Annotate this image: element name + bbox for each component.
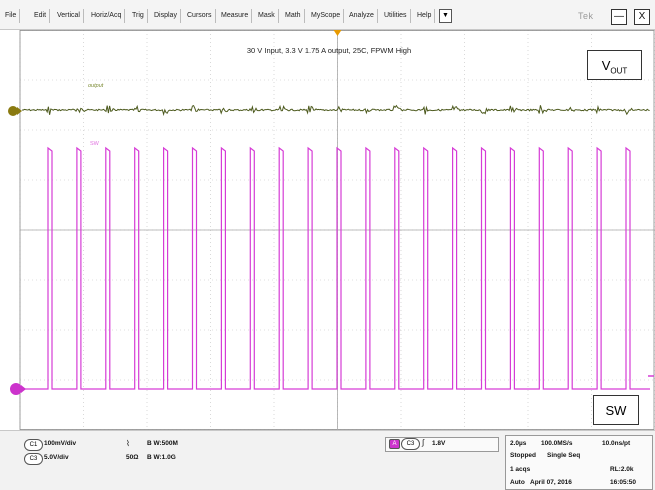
ch3-badge[interactable]: C3 <box>24 453 43 465</box>
ch3-waveform <box>22 146 650 390</box>
ch3-impedance: 50Ω <box>126 454 139 461</box>
acquisition-mode: Single Seq <box>547 452 581 459</box>
status-panel: C1 100mV/div ⌇ B W:500M C3 5.0V/div 50Ω … <box>0 430 655 490</box>
vout-callout-sub: OUT <box>610 66 628 76</box>
acquisition-count: 1 acqs <box>510 466 531 473</box>
sw-callout: SW <box>593 395 639 425</box>
close-button[interactable]: X <box>634 9 650 25</box>
trigger-source-badge: C3 <box>401 438 420 450</box>
timebase-scale: 2.0µs <box>510 440 527 447</box>
menu-utilities[interactable]: Utilities <box>381 9 411 23</box>
menu-help[interactable]: Help <box>414 9 436 23</box>
ch3-bandwidth: B W:1.0G <box>147 454 176 461</box>
menu-math[interactable]: Math <box>282 9 305 23</box>
menu-horiz-acq[interactable]: Horiz/Acq <box>88 9 126 23</box>
sample-rate: 100.0MS/s <box>541 440 573 447</box>
vout-callout-main: V <box>601 58 611 73</box>
ch3-label: SW <box>90 141 100 147</box>
menu-myscope[interactable]: MyScope <box>308 9 345 23</box>
tek-logo: Tek <box>578 11 594 21</box>
ch3-scale: 5.0V/div <box>44 454 69 461</box>
menu-mask[interactable]: Mask <box>255 9 279 23</box>
ch1-waveform <box>21 104 650 117</box>
trigger-mode: Auto <box>510 479 525 486</box>
acquisition-time: 16:05:50 <box>610 479 637 486</box>
menu-trig[interactable]: Trig <box>129 9 148 23</box>
menu-measure[interactable]: Measure <box>218 9 253 23</box>
ch1-badge[interactable]: C1 <box>24 439 43 451</box>
ch1-bandwidth: B W:500M <box>147 440 178 447</box>
ch1-coupling-icon: ⌇ <box>126 439 130 448</box>
menu-file[interactable]: File <box>2 9 21 23</box>
menu-bar: File Edit Vertical Horiz/Acq Trig Displa… <box>0 0 655 30</box>
trigger-badge: A <box>389 439 400 449</box>
trigger-position-marker[interactable] <box>333 30 342 36</box>
vout-callout: VOUT <box>587 50 642 80</box>
acquisition-state: Stopped <box>510 452 536 459</box>
scope-annotation-title: 30 V Input, 3.3 V 1.75 A output, 25C, FP… <box>247 46 411 55</box>
menu-edit[interactable]: Edit <box>31 9 51 23</box>
record-length: RL:2.0k <box>610 466 634 473</box>
menu-dropdown-button[interactable]: ▼ <box>439 9 452 23</box>
ch1-label: output <box>88 83 104 89</box>
scope-display[interactable]: 30 V Input, 3.3 V 1.75 A output, 25C, FP… <box>0 30 655 430</box>
ch3-ground-marker[interactable] <box>10 383 26 395</box>
waveform-graticule: 30 V Input, 3.3 V 1.75 A output, 25C, FP… <box>8 30 655 430</box>
minimize-button[interactable]: — <box>611 9 627 25</box>
menu-vertical[interactable]: Vertical <box>54 9 84 23</box>
ch1-ground-marker[interactable] <box>8 106 22 116</box>
ch1-scale: 100mV/div <box>44 440 77 447</box>
acquisition-date: April 07, 2016 <box>530 479 572 486</box>
time-per-point: 10.0ns/pt <box>602 440 631 447</box>
menu-cursors[interactable]: Cursors <box>184 9 216 23</box>
menu-analyze[interactable]: Analyze <box>346 9 378 23</box>
trigger-level: 1.8V <box>432 440 446 447</box>
trigger-slope-icon: ∫ <box>422 438 425 447</box>
menu-display[interactable]: Display <box>151 9 181 23</box>
